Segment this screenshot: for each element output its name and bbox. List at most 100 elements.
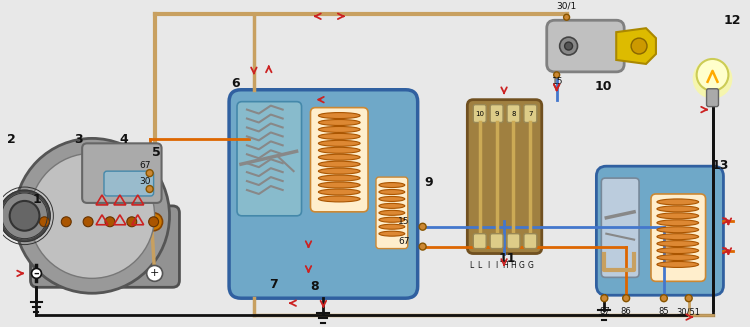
Text: 30/1: 30/1 (556, 1, 577, 10)
Ellipse shape (379, 182, 405, 187)
Text: 2: 2 (7, 133, 16, 146)
Ellipse shape (319, 140, 360, 146)
Ellipse shape (319, 161, 360, 167)
FancyBboxPatch shape (467, 100, 542, 253)
Text: 8: 8 (512, 111, 516, 116)
Ellipse shape (379, 231, 405, 236)
Ellipse shape (657, 213, 699, 219)
Circle shape (105, 217, 115, 227)
Text: 85: 85 (658, 307, 669, 316)
FancyBboxPatch shape (524, 105, 537, 123)
Circle shape (29, 153, 154, 278)
Text: G: G (527, 262, 533, 270)
Text: G: G (519, 262, 525, 270)
FancyBboxPatch shape (310, 108, 368, 212)
Circle shape (10, 201, 40, 231)
Circle shape (693, 59, 733, 99)
Text: 87: 87 (599, 307, 610, 316)
Text: –: – (34, 268, 39, 278)
Ellipse shape (379, 203, 405, 208)
Ellipse shape (319, 189, 360, 195)
Circle shape (146, 185, 153, 193)
Circle shape (622, 295, 630, 302)
Circle shape (565, 42, 572, 50)
FancyBboxPatch shape (473, 234, 486, 249)
Text: 1: 1 (32, 193, 41, 206)
Circle shape (83, 217, 93, 227)
Ellipse shape (657, 220, 699, 226)
Text: 11: 11 (498, 252, 516, 266)
Ellipse shape (319, 127, 360, 132)
Text: 10: 10 (476, 111, 484, 116)
Circle shape (601, 295, 608, 302)
FancyBboxPatch shape (31, 206, 179, 287)
Circle shape (697, 59, 728, 91)
Ellipse shape (657, 206, 699, 212)
FancyBboxPatch shape (507, 105, 520, 123)
Text: 6: 6 (231, 77, 240, 90)
Text: 9: 9 (494, 111, 499, 116)
Ellipse shape (657, 227, 699, 233)
Text: 12: 12 (724, 14, 741, 27)
FancyBboxPatch shape (602, 178, 639, 277)
Text: I: I (487, 262, 489, 270)
Circle shape (661, 295, 668, 302)
Circle shape (686, 295, 692, 302)
Circle shape (15, 138, 170, 293)
Text: 86: 86 (621, 307, 632, 316)
FancyBboxPatch shape (104, 171, 154, 196)
FancyBboxPatch shape (524, 234, 537, 249)
FancyBboxPatch shape (596, 166, 724, 295)
Circle shape (419, 243, 426, 250)
Text: 7: 7 (528, 111, 532, 116)
Ellipse shape (379, 197, 405, 201)
Text: L: L (478, 262, 482, 270)
Ellipse shape (657, 254, 699, 261)
Text: 5: 5 (152, 146, 160, 159)
FancyBboxPatch shape (706, 89, 718, 107)
Text: H: H (511, 262, 516, 270)
Text: 3: 3 (74, 133, 82, 146)
Circle shape (32, 268, 41, 278)
Text: I: I (496, 262, 498, 270)
Text: 7: 7 (268, 278, 278, 291)
Text: 15: 15 (552, 77, 563, 86)
Ellipse shape (379, 190, 405, 195)
Ellipse shape (657, 248, 699, 253)
Ellipse shape (319, 147, 360, 153)
Ellipse shape (319, 154, 360, 160)
Text: 10: 10 (595, 80, 612, 93)
Ellipse shape (319, 133, 360, 139)
FancyBboxPatch shape (82, 143, 161, 203)
Circle shape (560, 37, 578, 55)
Circle shape (554, 72, 560, 78)
Ellipse shape (319, 112, 360, 118)
FancyBboxPatch shape (376, 177, 408, 249)
Circle shape (127, 217, 136, 227)
Circle shape (35, 213, 53, 231)
Text: 30: 30 (140, 177, 152, 186)
Circle shape (0, 191, 50, 241)
Text: 8: 8 (310, 280, 319, 293)
Text: +: + (150, 268, 159, 278)
Text: L: L (470, 262, 473, 270)
Text: 15: 15 (398, 217, 410, 226)
FancyBboxPatch shape (490, 234, 503, 249)
Circle shape (631, 38, 647, 54)
Ellipse shape (379, 210, 405, 215)
Polygon shape (616, 28, 656, 64)
Circle shape (419, 223, 426, 230)
Circle shape (148, 217, 158, 227)
Ellipse shape (319, 168, 360, 174)
FancyBboxPatch shape (3, 2, 747, 327)
FancyBboxPatch shape (490, 105, 503, 123)
Circle shape (146, 170, 153, 177)
Circle shape (57, 213, 75, 231)
Text: 67: 67 (398, 237, 410, 246)
FancyBboxPatch shape (507, 234, 520, 249)
Circle shape (123, 213, 141, 231)
Ellipse shape (319, 182, 360, 188)
Text: 4: 4 (120, 133, 128, 146)
FancyBboxPatch shape (229, 90, 418, 298)
Circle shape (80, 213, 97, 231)
